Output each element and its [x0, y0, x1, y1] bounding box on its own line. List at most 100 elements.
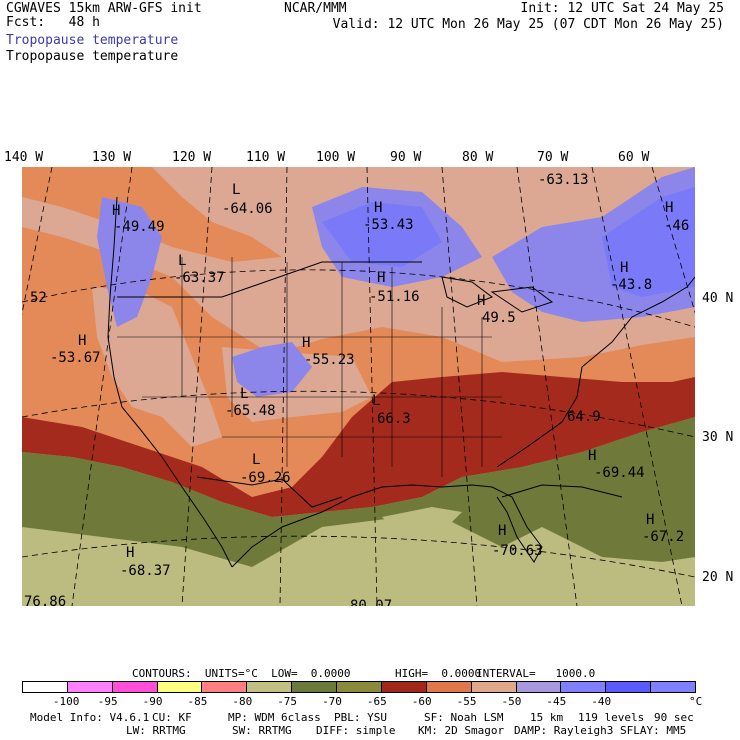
- field-band-minus40-north: [322, 202, 442, 267]
- colorbar-tick-label: -85: [187, 695, 208, 708]
- field-band-minus55-west: [92, 287, 222, 447]
- coastline-gulf: [231, 484, 493, 568]
- extremum-11-value: -55.23: [304, 352, 355, 368]
- extremum-4-marker: L: [178, 253, 186, 269]
- colorbar-tick-label: -50: [501, 695, 522, 708]
- coastline-florida: [491, 486, 543, 563]
- lat-label-40n: 40 N: [702, 291, 734, 306]
- init-time: Init: 12 UTC Sat 24 May 25: [520, 1, 725, 16]
- extremum-20-value: 76.86: [24, 594, 66, 606]
- extremum-4-value: -63.37: [174, 270, 225, 286]
- extremum-3-value: -49.49: [114, 219, 165, 235]
- diff-scheme: DIFF: simple: [316, 724, 396, 737]
- extremum-8-value: -43.8: [610, 277, 652, 293]
- colorbar-swatch: [380, 681, 427, 693]
- graticule-90w: [366, 167, 378, 606]
- graticule-120w: [71, 167, 133, 606]
- colorbar-swatch: [156, 681, 203, 693]
- colorbar-tick-label: -70: [322, 695, 342, 708]
- field-band-minus45-rockies: [232, 342, 312, 397]
- colorbar-swatch: [246, 681, 293, 693]
- extremum-10-marker: H: [78, 333, 86, 349]
- contours-interval: INTERVAL= 1000.0: [476, 667, 596, 680]
- colorbar-swatch: [425, 681, 472, 693]
- colorbar-tick-label: -60: [411, 695, 432, 708]
- extremum-16-marker: H: [588, 448, 596, 464]
- colorbar-swatch: [201, 681, 248, 693]
- mp-scheme: MP: WDM 6class: [228, 711, 321, 724]
- contours-high: HIGH= 0.0000: [395, 667, 482, 680]
- graticule-30n: [22, 390, 695, 438]
- colorbar-tick-label: -55: [456, 695, 477, 708]
- coastline-cuba: [501, 484, 623, 498]
- cu-scheme: CU: KF: [152, 711, 192, 724]
- extremum-19-value: -68.37: [120, 563, 171, 579]
- lon-label-100w: 100 W: [316, 150, 356, 165]
- colorbar-swatch: [336, 681, 382, 693]
- colorbar-unit: °C: [689, 695, 703, 708]
- lw-scheme: LW: RRTMG: [126, 724, 186, 737]
- colorbar-tick-label: -75: [277, 695, 298, 708]
- sf-scheme: SF: Noah LSM: [424, 711, 504, 724]
- pbl-scheme: PBL: YSU: [334, 711, 387, 724]
- field-title-black: Tropopause temperature: [6, 49, 179, 64]
- extremum-1-marker: H: [374, 200, 382, 216]
- extremum-19-marker: H: [126, 545, 134, 561]
- extremum-5-marker: H: [377, 270, 385, 286]
- damp-scheme: DAMP: Rayleigh3: [514, 724, 614, 737]
- field-band-minus75: [22, 517, 695, 606]
- extrema-labels: L -64.06 H -53.43 -63.13 H -49.49 L -63.…: [24, 172, 689, 606]
- colorbar-swatch: [22, 681, 68, 693]
- time-step: 90 sec: [654, 711, 694, 724]
- extremum-14-value: 64.9: [567, 409, 601, 425]
- lon-label-60w: 60 W: [618, 150, 650, 165]
- border-us-mexico: [196, 476, 343, 508]
- center-name: NCAR/MMM: [284, 1, 347, 16]
- graticule-110w: [181, 167, 213, 606]
- extremum-17-value: -67.2: [642, 529, 684, 545]
- lon-label-70w: 70 W: [537, 150, 569, 165]
- lon-label-80w: 80 W: [462, 150, 494, 165]
- colorbar-tick-label: -100: [52, 695, 80, 708]
- extremum-1-value: -53.43: [363, 217, 414, 233]
- fcst-label: Fcst:: [6, 15, 46, 30]
- extremum-6-value: 49.5: [482, 310, 516, 326]
- km-scheme: KM: 2D Smagor: [418, 724, 505, 737]
- sw-scheme: SW: RRTMG: [232, 724, 292, 737]
- field-band-minus45-west: [97, 197, 162, 327]
- lake-michigan: [441, 276, 494, 308]
- extremum-12-marker: L: [240, 386, 248, 402]
- vertical-levels: 119 levels: [578, 711, 645, 724]
- extremum-9-value: 52: [30, 290, 47, 306]
- coastline-pacific: [107, 196, 233, 568]
- graticule-80w: [441, 167, 478, 606]
- sflay-scheme: SFLAY: MM5: [620, 724, 687, 737]
- graticule-20n: [22, 535, 695, 578]
- extremum-16-value: -69.44: [594, 465, 645, 481]
- colorbar-tick-label: -80: [232, 695, 253, 708]
- fcst-value: 48 h: [68, 15, 100, 30]
- colorbar-swatch: [66, 681, 113, 693]
- extremum-13-marker: L: [372, 393, 380, 409]
- coastlines: [107, 196, 695, 568]
- colorbar-swatch: [111, 681, 158, 693]
- extremum-2-value: -63.13: [538, 172, 589, 188]
- extremum-12-value: -65.48: [225, 403, 276, 419]
- extremum-18-marker: H: [498, 523, 506, 539]
- extremum-0-marker: L: [232, 182, 240, 198]
- colorbar-tick-label: -90: [142, 695, 163, 708]
- extremum-3-marker: H: [112, 203, 120, 219]
- lat-label-30n: 30 N: [702, 430, 734, 445]
- field-band-minus75-gulf: [382, 507, 462, 537]
- lon-label-110w: 110 W: [246, 150, 286, 165]
- extremum-7-value: -46: [664, 218, 689, 234]
- graticule-40n: [22, 269, 695, 328]
- lon-label-120w: 120 W: [172, 150, 212, 165]
- tropopause-temperature-map: L -64.06 H -53.43 -63.13 H -49.49 L -63.…: [22, 167, 695, 606]
- contours-info: CONTOURS: UNITS=°C LOW= 0.0000: [132, 667, 351, 680]
- colorbar-swatch: [650, 681, 696, 693]
- extremum-0-value: -64.06: [222, 201, 273, 217]
- extremum-15-marker: L: [252, 452, 260, 468]
- graticule-130w: [22, 167, 53, 316]
- extremum-11-marker: H: [302, 335, 310, 351]
